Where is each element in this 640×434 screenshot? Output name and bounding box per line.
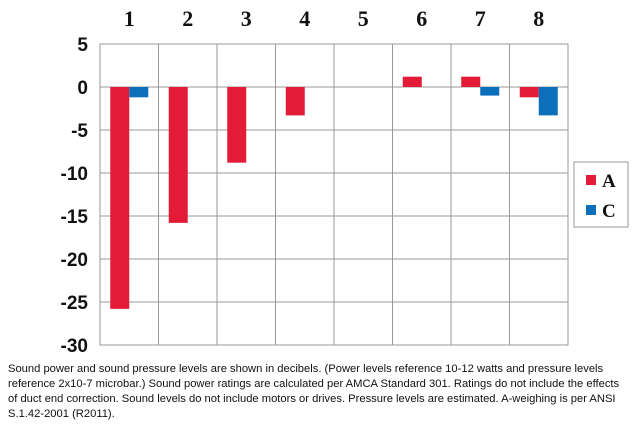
bar-chart: 5 0 -5 -10 -15 -20 -25 -30 1 2 3 4 5 6 7 8 AC [61, 6, 629, 357]
y-tick-label: -20 [61, 250, 88, 271]
y-tick-label: -25 [61, 293, 89, 314]
legend-swatch-a [586, 175, 596, 185]
category-label: 8 [533, 6, 544, 31]
category-label: 1 [124, 6, 135, 31]
category-label: 4 [299, 6, 310, 31]
y-tick-label: 5 [77, 35, 88, 56]
y-tick-label: 0 [77, 78, 88, 99]
category-label: 3 [241, 6, 252, 31]
chart-bars [110, 76, 558, 309]
legend-label-a: A [602, 171, 616, 192]
x-axis-categories: 1 2 3 4 5 6 7 8 [124, 6, 545, 31]
legend-box [573, 161, 629, 228]
bar-c [538, 87, 558, 116]
category-label: 6 [416, 6, 427, 31]
bar-c [129, 87, 149, 98]
y-tick-label: -30 [61, 336, 88, 357]
y-tick-label: -10 [61, 164, 88, 185]
bar-a [168, 87, 188, 223]
bar-c [480, 87, 500, 96]
bar-a [285, 87, 305, 116]
legend-label-c: C [602, 201, 616, 222]
bar-a [402, 76, 422, 87]
bar-a [110, 87, 130, 309]
category-label: 5 [358, 6, 369, 31]
y-tick-label: -15 [61, 207, 89, 228]
legend-swatch-c [586, 205, 596, 215]
category-label: 2 [182, 6, 193, 31]
bar-a [461, 76, 481, 87]
category-label: 7 [475, 6, 486, 31]
bar-a [227, 87, 247, 163]
bar-a [519, 87, 539, 98]
legend: AC [573, 161, 629, 228]
footnote-text: Sound power and sound pressure levels ar… [8, 363, 620, 420]
y-axis-ticks: 5 0 -5 -10 -15 -20 -25 -30 [61, 35, 89, 357]
y-tick-label: -5 [71, 121, 88, 142]
